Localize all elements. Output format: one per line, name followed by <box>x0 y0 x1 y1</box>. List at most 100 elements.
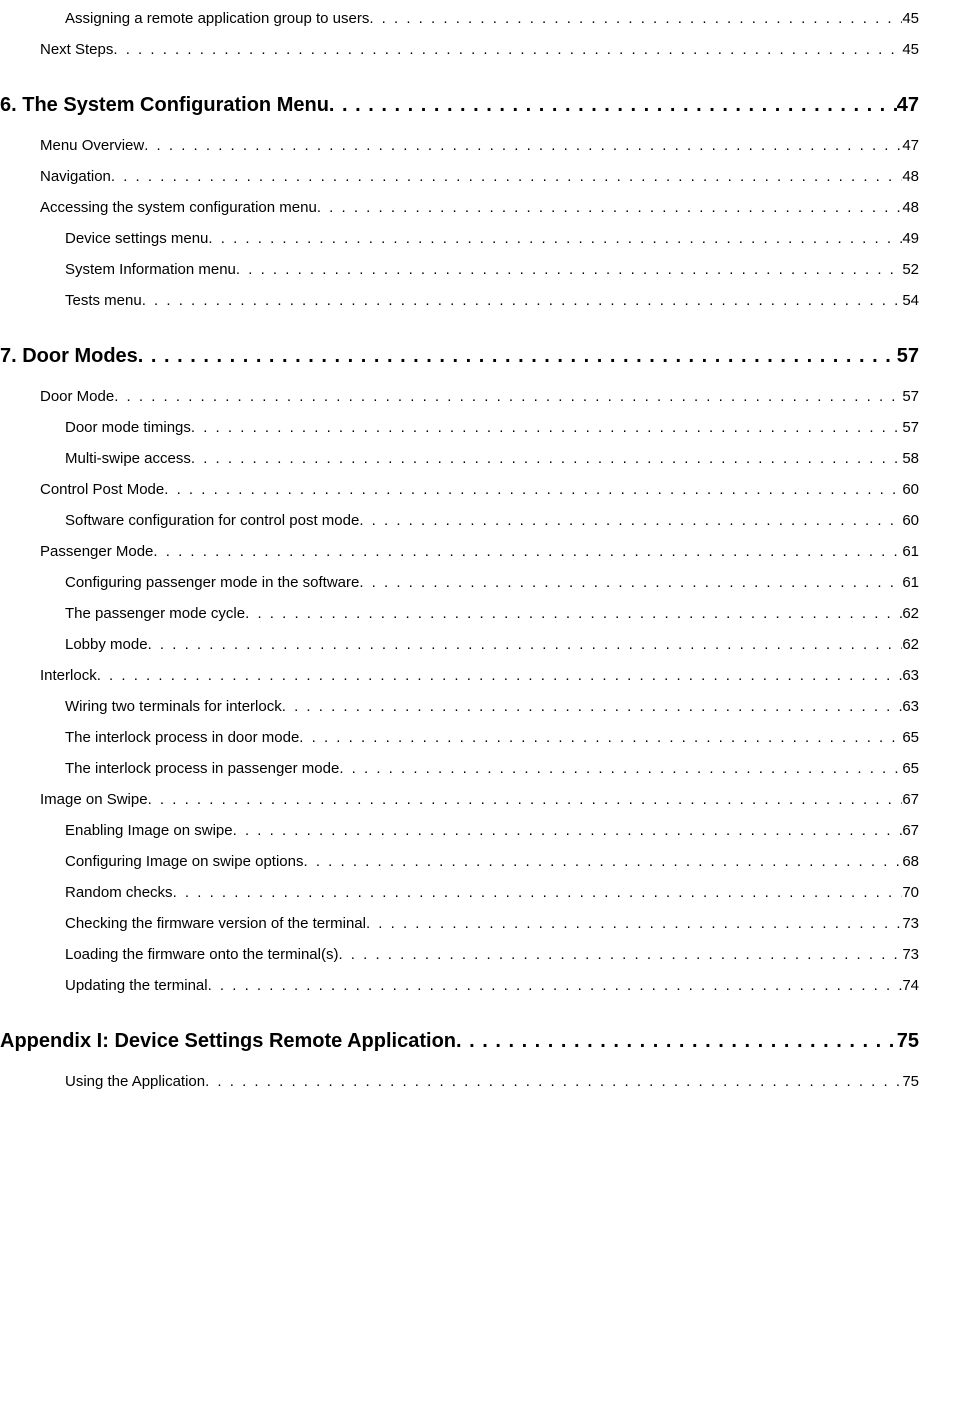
toc-entry[interactable]: Enabling Image on swipe 67 <box>0 822 919 839</box>
toc-entry-title: Next Steps <box>40 41 113 58</box>
toc-entry[interactable]: Wiring two terminals for interlock 63 <box>0 698 919 715</box>
toc-entry-page: 57 <box>897 345 919 368</box>
toc-entry-page: 73 <box>902 915 919 932</box>
toc-entry[interactable]: Using the Application 75 <box>0 1073 919 1090</box>
toc-entry-title: Menu Overview <box>40 137 144 154</box>
toc-entry[interactable]: Menu Overview 47 <box>0 137 919 154</box>
toc-entry-page: 62 <box>902 636 919 653</box>
toc-entry-page: 65 <box>902 760 919 777</box>
toc-leader-dots <box>138 345 897 368</box>
toc-entry-title: The interlock process in passenger mode <box>65 760 339 777</box>
toc-leader-dots <box>208 977 903 994</box>
toc-entry[interactable]: The passenger mode cycle 62 <box>0 605 919 622</box>
toc-entry-page: 70 <box>902 884 919 901</box>
toc-leader-dots <box>282 698 903 715</box>
toc-leader-dots <box>245 605 902 622</box>
toc-entry-page: 57 <box>902 388 919 405</box>
toc-entry[interactable]: Image on Swipe 67 <box>0 791 919 808</box>
toc-leader-dots <box>236 261 902 278</box>
toc-entry[interactable]: Accessing the system configuration menu … <box>0 199 919 216</box>
toc-entry-page: 73 <box>902 946 919 963</box>
toc-entry-title: Passenger Mode <box>40 543 153 560</box>
toc-entry-page: 52 <box>902 261 919 278</box>
toc-entry-title: Configuring passenger mode in the softwa… <box>65 574 359 591</box>
toc-leader-dots <box>339 760 902 777</box>
toc-entry[interactable]: Updating the terminal 74 <box>0 977 919 994</box>
toc-entry-title: 6. The System Configuration Menu <box>0 94 329 117</box>
toc-entry[interactable]: Random checks 70 <box>0 884 919 901</box>
toc-leader-dots <box>359 512 902 529</box>
toc-entry-title: Enabling Image on swipe <box>65 822 233 839</box>
toc-entry-title: Assigning a remote application group to … <box>65 10 369 27</box>
toc-entry[interactable]: The interlock process in passenger mode … <box>0 760 919 777</box>
toc-leader-dots <box>113 41 902 58</box>
toc-entry-title: Software configuration for control post … <box>65 512 359 529</box>
toc-entry[interactable]: Configuring passenger mode in the softwa… <box>0 574 919 591</box>
toc-entry-title: The interlock process in door mode <box>65 729 299 746</box>
toc-entry-page: 49 <box>902 230 919 247</box>
toc-entry[interactable]: System Information menu 52 <box>0 261 919 278</box>
toc-entry-page: 68 <box>902 853 919 870</box>
toc-entry-page: 75 <box>902 1073 919 1090</box>
toc-entry[interactable]: Checking the firmware version of the ter… <box>0 915 919 932</box>
toc-entry-title: Interlock <box>40 667 97 684</box>
toc-leader-dots <box>164 481 902 498</box>
toc-entry[interactable]: Navigation 48 <box>0 168 919 185</box>
toc-entry-title: Wiring two terminals for interlock <box>65 698 282 715</box>
toc-entry-title: Appendix I: Device Settings Remote Appli… <box>0 1030 456 1053</box>
toc-leader-dots <box>191 450 902 467</box>
toc-leader-dots <box>148 636 903 653</box>
toc-entry[interactable]: Device settings menu 49 <box>0 230 919 247</box>
toc-entry-page: 63 <box>902 698 919 715</box>
toc-leader-dots <box>299 729 902 746</box>
toc-leader-dots <box>208 230 902 247</box>
toc-entry-page: 58 <box>902 450 919 467</box>
toc-leader-dots <box>233 822 903 839</box>
toc-entry-title: Image on Swipe <box>40 791 148 808</box>
toc-entry[interactable]: Appendix I: Device Settings Remote Appli… <box>0 1030 919 1053</box>
toc-leader-dots <box>456 1030 897 1053</box>
toc-leader-dots <box>191 419 902 436</box>
toc-entry-page: 57 <box>902 419 919 436</box>
toc-entry-title: Accessing the system configuration menu <box>40 199 317 216</box>
toc-entry-page: 48 <box>902 168 919 185</box>
toc-entry[interactable]: 6. The System Configuration Menu 47 <box>0 94 919 117</box>
toc-entry[interactable]: Multi-swipe access 58 <box>0 450 919 467</box>
toc-entry-title: Navigation <box>40 168 111 185</box>
toc-leader-dots <box>366 915 902 932</box>
toc-entry-page: 63 <box>902 667 919 684</box>
toc-entry-title: System Information menu <box>65 261 236 278</box>
toc-entry[interactable]: Software configuration for control post … <box>0 512 919 529</box>
toc-entry-page: 61 <box>902 574 919 591</box>
toc-entry-title: Door Mode <box>40 388 114 405</box>
toc-entry[interactable]: Loading the firmware onto the terminal(s… <box>0 946 919 963</box>
toc-entry[interactable]: Next Steps 45 <box>0 41 919 58</box>
toc-entry[interactable]: Door Mode 57 <box>0 388 919 405</box>
toc-entry[interactable]: Tests menu 54 <box>0 292 919 309</box>
toc-entry[interactable]: Configuring Image on swipe options 68 <box>0 853 919 870</box>
toc-leader-dots <box>205 1073 902 1090</box>
toc-entry[interactable]: Control Post Mode 60 <box>0 481 919 498</box>
toc-entry-page: 61 <box>902 543 919 560</box>
toc-entry-title: Control Post Mode <box>40 481 164 498</box>
toc-entry[interactable]: The interlock process in door mode 65 <box>0 729 919 746</box>
toc-entry[interactable]: Lobby mode 62 <box>0 636 919 653</box>
toc-entry[interactable]: Passenger Mode 61 <box>0 543 919 560</box>
toc-entry-title: Configuring Image on swipe options <box>65 853 303 870</box>
toc-entry-title: The passenger mode cycle <box>65 605 245 622</box>
toc-entry[interactable]: Assigning a remote application group to … <box>0 10 919 27</box>
toc-entry-title: Checking the firmware version of the ter… <box>65 915 366 932</box>
toc-leader-dots <box>359 574 902 591</box>
toc-entry-title: Lobby mode <box>65 636 148 653</box>
toc-entry-title: Door mode timings <box>65 419 191 436</box>
toc-leader-dots <box>148 791 903 808</box>
toc-entry[interactable]: Door mode timings 57 <box>0 419 919 436</box>
toc-entry-page: 75 <box>897 1030 919 1053</box>
toc-entry[interactable]: Interlock 63 <box>0 667 919 684</box>
toc-leader-dots <box>369 10 902 27</box>
toc-entry[interactable]: 7. Door Modes 57 <box>0 345 919 368</box>
toc-entry-title: Loading the firmware onto the terminal(s… <box>65 946 338 963</box>
toc-leader-dots <box>173 884 903 901</box>
toc-entry-title: Device settings menu <box>65 230 208 247</box>
toc-entry-page: 47 <box>897 94 919 117</box>
